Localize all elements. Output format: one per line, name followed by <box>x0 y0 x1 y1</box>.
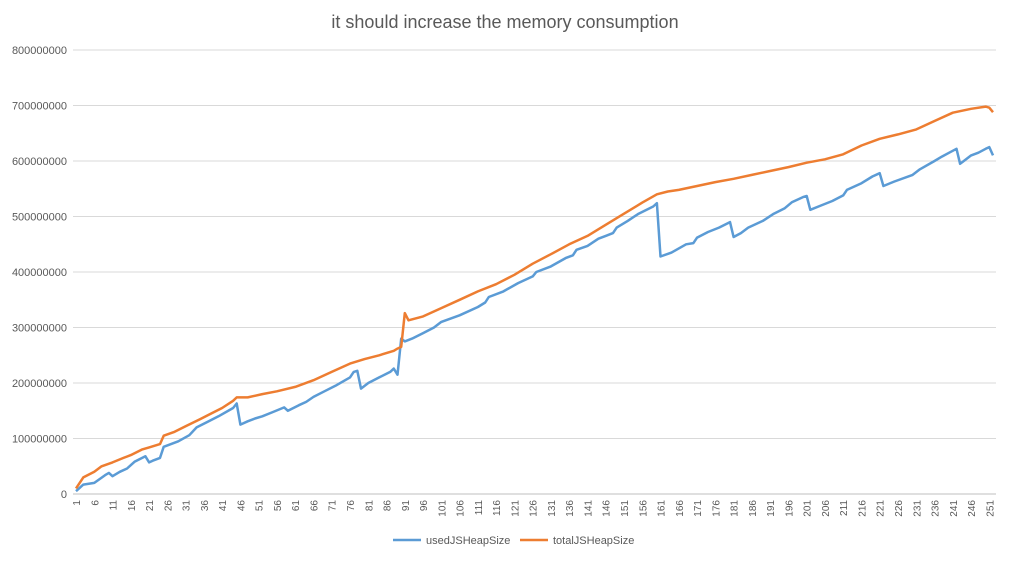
x-tick-label: 91 <box>401 500 412 512</box>
x-tick-label: 101 <box>437 500 448 517</box>
x-tick-label: 36 <box>200 500 211 512</box>
y-tick-label: 0 <box>61 489 67 501</box>
gridlines <box>73 49 996 439</box>
x-tick-label: 11 <box>109 500 120 511</box>
x-tick-label: 31 <box>182 500 193 512</box>
x-tick-label: 151 <box>620 500 631 517</box>
x-tick-label: 146 <box>602 500 613 517</box>
x-tick-label: 126 <box>529 500 540 517</box>
x-tick-label: 51 <box>255 500 266 512</box>
x-tick-label: 241 <box>949 500 960 517</box>
x-tick-label: 86 <box>383 500 394 512</box>
y-tick-label: 400000000 <box>12 267 67 279</box>
x-tick-label: 141 <box>583 500 594 517</box>
x-tick-label: 246 <box>967 500 978 517</box>
y-tick-label: 200000000 <box>12 378 67 390</box>
x-tick-label: 106 <box>456 500 467 517</box>
x-tick-label: 236 <box>931 500 942 517</box>
x-tick-label: 191 <box>766 500 777 517</box>
x-tick-label: 231 <box>912 500 923 517</box>
x-tick-label: 111 <box>474 500 485 516</box>
x-tick-label: 131 <box>547 500 558 517</box>
x-tick-label: 171 <box>693 500 704 517</box>
series-line-totalJSHeapSize <box>74 105 994 490</box>
y-tick-label: 300000000 <box>12 323 67 335</box>
y-tick-label: 100000000 <box>12 434 67 446</box>
x-tick-label: 6 <box>90 500 101 506</box>
y-tick-label: 500000000 <box>12 212 67 224</box>
x-tick-label: 216 <box>857 500 868 517</box>
x-tick-label: 16 <box>127 500 138 512</box>
x-tick-label: 226 <box>894 500 905 517</box>
x-tick-label: 161 <box>657 500 668 517</box>
x-tick-label: 211 <box>839 500 850 516</box>
x-tick-label: 46 <box>236 500 247 512</box>
x-tick-label: 76 <box>346 500 357 512</box>
x-tick-label: 121 <box>510 500 521 517</box>
x-tick-label: 196 <box>784 500 795 517</box>
x-tick-label: 166 <box>675 500 686 517</box>
y-axis: 0 100000000 200000000 300000000 400000000 500… <box>12 45 67 501</box>
x-tick-label: 136 <box>565 500 576 517</box>
legend: usedJSHeapSize totalJSHeapSize <box>393 535 634 547</box>
x-axis: 1 6 11 16 21 26 31 36 41 46 51 56 61 66 71 76 81 86 91 96 10… <box>72 493 996 517</box>
legend-label: totalJSHeapSize <box>553 535 634 547</box>
x-tick-label: 96 <box>419 500 430 512</box>
x-tick-label: 206 <box>821 500 832 517</box>
x-tick-label: 26 <box>163 500 174 512</box>
x-tick-label: 61 <box>291 500 302 512</box>
x-tick-label: 81 <box>364 500 375 512</box>
x-tick-label: 201 <box>803 500 814 517</box>
x-tick-label: 221 <box>876 500 887 517</box>
x-tick-label: 156 <box>638 500 649 517</box>
legend-label: usedJSHeapSize <box>426 535 510 547</box>
x-tick-label: 181 <box>730 500 741 517</box>
x-tick-label: 1 <box>72 500 83 506</box>
x-tick-label: 116 <box>492 500 503 516</box>
chart-title: it should increase the memory consumptio… <box>331 12 678 32</box>
x-tick-label: 66 <box>309 500 320 512</box>
y-tick-label: 600000000 <box>12 156 67 168</box>
x-tick-label: 176 <box>711 500 722 517</box>
x-tick-label: 71 <box>328 500 339 512</box>
x-tick-label: 251 <box>985 500 996 517</box>
y-tick-label: 800000000 <box>12 45 67 57</box>
series-lines <box>74 105 995 493</box>
series-line-usedJSHeapSize <box>75 145 995 493</box>
y-tick-label: 700000000 <box>12 101 67 113</box>
x-tick-label: 56 <box>273 500 284 512</box>
x-tick-label: 41 <box>218 500 229 512</box>
x-tick-label: 21 <box>145 500 156 512</box>
x-tick-label: 186 <box>748 500 759 517</box>
